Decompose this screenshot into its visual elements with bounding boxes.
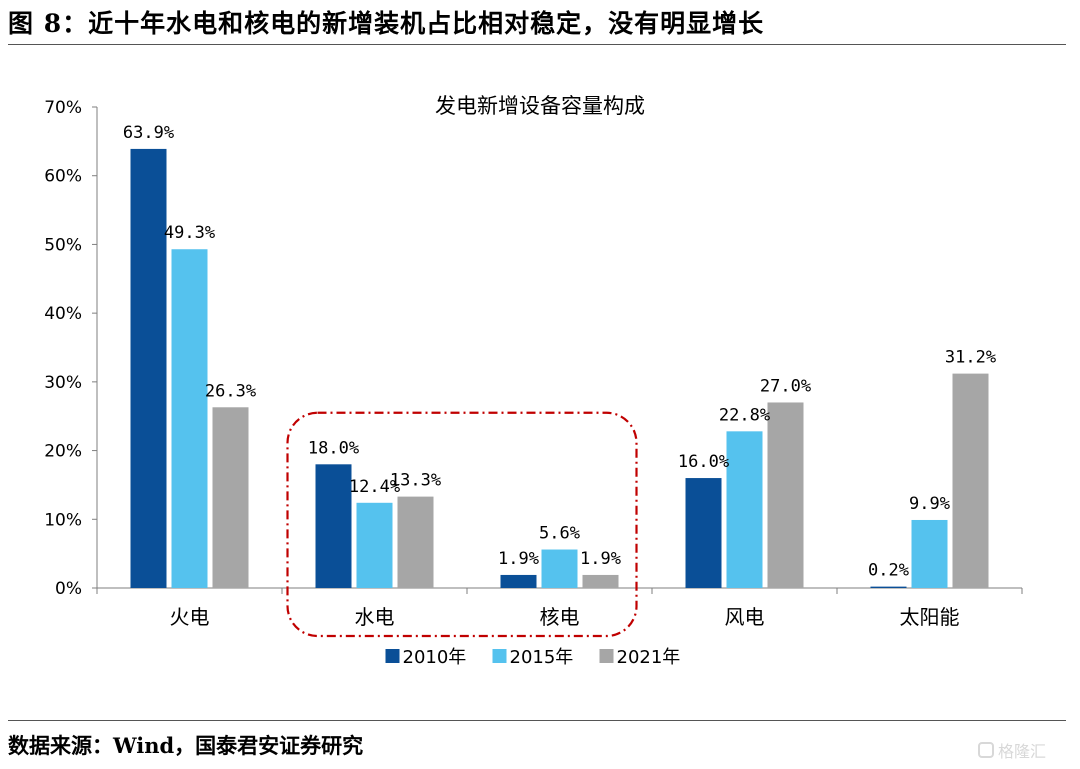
top-divider <box>8 44 1066 45</box>
y-tick-label: 30% <box>44 373 82 393</box>
watermark: 格隆汇 <box>978 738 1046 762</box>
bar <box>397 496 434 588</box>
watermark-logo-icon <box>978 742 994 758</box>
data-label: 12.4% <box>349 477 400 497</box>
bar-chart: 发电新增设备容量构成 0% 10% 20% 30% 40% 50% 60% 70% 火电 水电 核电… <box>44 94 1023 668</box>
bar <box>870 586 907 588</box>
legend-label: 2015年 <box>510 647 574 668</box>
chart-title: 发电新增设备容量构成 <box>435 94 645 118</box>
data-label: 49.3% <box>164 223 215 243</box>
bar <box>767 402 804 588</box>
data-label: 0.2% <box>868 561 909 581</box>
bar <box>356 502 393 588</box>
legend-swatch <box>492 649 507 663</box>
highlight-box <box>286 411 638 638</box>
highlight-box-outline <box>286 411 638 638</box>
bar <box>952 373 989 588</box>
bar <box>315 464 352 588</box>
source-note: 数据来源：Wind，国泰君安证券研究 <box>8 733 364 758</box>
y-tick-label: 60% <box>44 167 82 187</box>
y-tick-label: 0% <box>55 579 82 599</box>
x-category-label: 风电 <box>725 605 765 629</box>
bar <box>212 407 249 588</box>
bar <box>500 574 537 588</box>
legend-label: 2010年 <box>403 647 467 668</box>
bar <box>685 478 722 588</box>
data-label: 16.0% <box>678 452 729 472</box>
data-label: 63.9% <box>123 123 174 143</box>
y-tick-label: 50% <box>44 235 82 255</box>
data-label: 26.3% <box>205 381 256 401</box>
watermark-text: 格隆汇 <box>998 742 1047 761</box>
y-tick-label: 20% <box>44 442 82 462</box>
data-label: 27.0% <box>760 376 811 396</box>
legend-label: 2021年 <box>617 647 681 668</box>
x-category-label: 火电 <box>170 605 210 629</box>
bar <box>130 148 167 588</box>
data-label: 22.8% <box>719 405 770 425</box>
axes: 0% 10% 20% 30% 40% 50% 60% 70% 火电 水电 核电 风电 太阳能 <box>44 98 1023 629</box>
legend: 2010年 2015年 2021年 <box>385 647 681 668</box>
figure-title: 图 8：近十年水电和核电的新增装机占比相对稳定，没有明显增长 <box>8 9 765 38</box>
legend-swatch <box>385 649 400 663</box>
bar <box>541 549 578 588</box>
bars <box>130 148 989 588</box>
bar <box>911 519 948 588</box>
bar <box>726 431 763 588</box>
data-label: 5.6% <box>539 524 580 544</box>
x-category-label: 水电 <box>355 605 395 629</box>
data-label: 9.9% <box>909 494 950 514</box>
bar <box>171 249 208 588</box>
x-category-label: 太阳能 <box>900 605 960 629</box>
bar <box>582 574 619 588</box>
y-tick-label: 10% <box>44 510 82 530</box>
legend-swatch <box>599 649 614 663</box>
data-label: 13.3% <box>390 471 441 491</box>
data-label: 18.0% <box>308 438 359 458</box>
data-labels: 63.9% 18.0% 1.9% 16.0% 0.2% 49.3% 12.4% 5.6% 22.… <box>123 123 996 581</box>
data-label: 1.9% <box>580 549 621 569</box>
data-label: 1.9% <box>498 549 539 569</box>
x-category-label: 核电 <box>540 605 580 629</box>
bottom-divider <box>8 720 1066 721</box>
data-label: 31.2% <box>945 348 996 368</box>
y-tick-label: 40% <box>44 304 82 324</box>
y-tick-label: 70% <box>44 98 82 118</box>
